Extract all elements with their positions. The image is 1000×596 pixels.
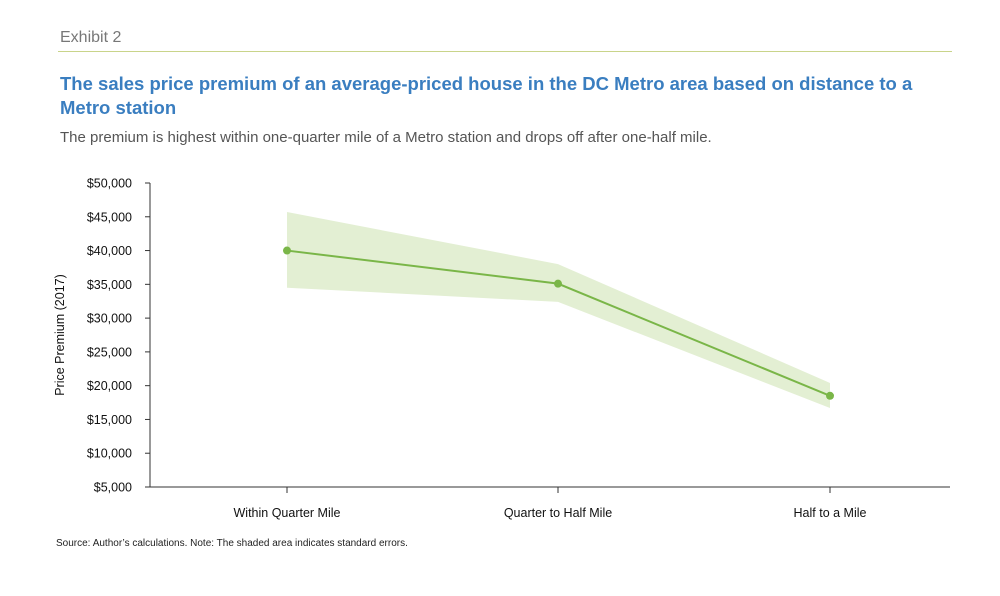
- x-tick-label: Within Quarter Mile: [234, 506, 341, 520]
- header-divider: [58, 51, 952, 52]
- y-tick-label: $40,000: [87, 244, 132, 258]
- chart-subtitle: The premium is highest within one-quarte…: [60, 129, 712, 146]
- y-tick-label: $35,000: [87, 278, 132, 292]
- y-tick-label: $25,000: [87, 345, 132, 359]
- chart-title: The sales price premium of an average-pr…: [60, 73, 913, 118]
- y-tick-label: $45,000: [87, 210, 132, 224]
- y-tick-label: $20,000: [87, 379, 132, 393]
- axes-group: [145, 182, 950, 493]
- data-point: [826, 391, 834, 400]
- standard-error-band-group: [287, 212, 830, 408]
- standard-error-band: [287, 212, 830, 408]
- y-tick-label: $50,000: [87, 177, 132, 191]
- series-group: [283, 246, 834, 400]
- data-point: [283, 246, 291, 255]
- labels-group: $5,000 $10,000 $15,000 $20,000 $25,000 $30,00…: [53, 177, 867, 521]
- data-point: [554, 279, 562, 288]
- y-tick-label: $5,000: [94, 481, 132, 495]
- x-tick-label: Quarter to Half Mile: [504, 506, 612, 520]
- y-tick-label: $30,000: [87, 312, 132, 326]
- x-tick-label: Half to a Mile: [794, 506, 867, 520]
- y-axis-title: Price Premium (2017): [53, 274, 67, 396]
- y-tick-label: $15,000: [87, 413, 132, 427]
- y-tick-label: $10,000: [87, 447, 132, 461]
- exhibit-label: Exhibit 2: [60, 29, 122, 46]
- source-note: Source: Author’s calculations. Note: The…: [56, 538, 408, 549]
